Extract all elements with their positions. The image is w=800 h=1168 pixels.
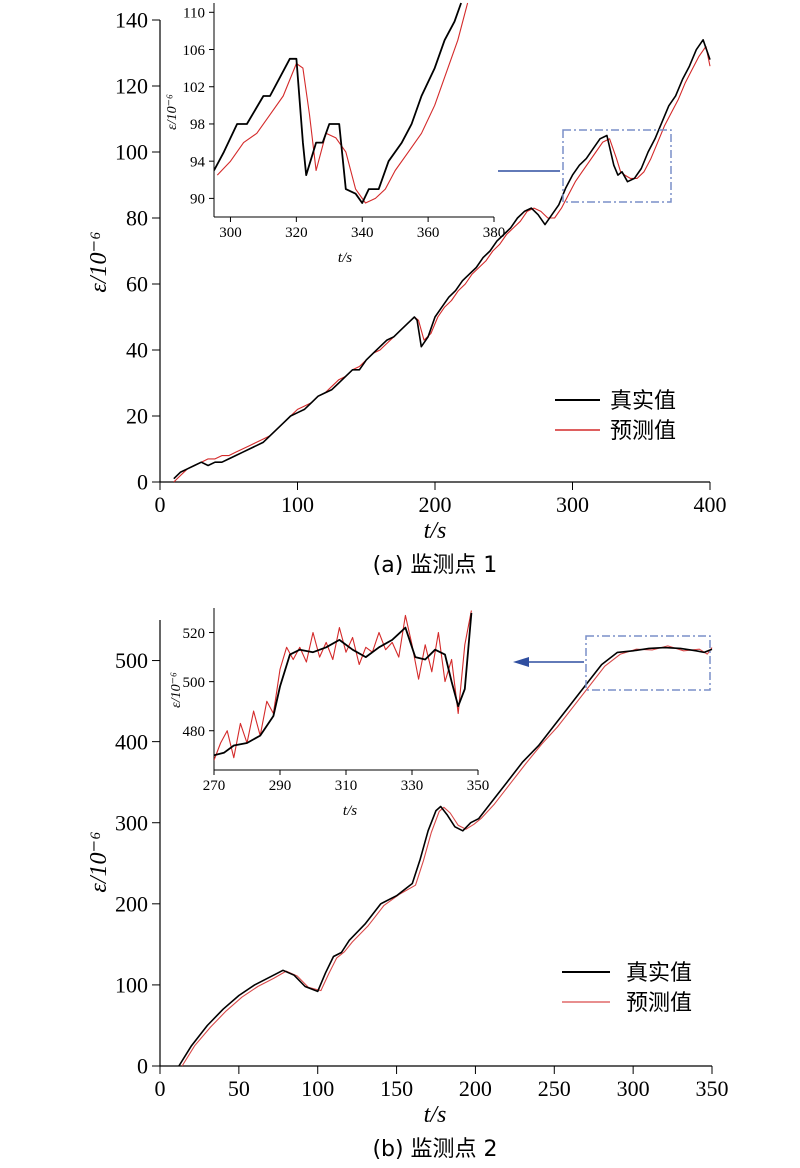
inset-a-x-tick-label: 360	[417, 225, 440, 241]
inset-a-x-tick-label: 380	[483, 225, 506, 241]
y-ticks-b: 0 100 200 300 400 500	[115, 648, 160, 1079]
inset-b-x-tick-label: 290	[269, 778, 292, 794]
inset-y-ticks-a: 90 94 98 102 106 110	[183, 6, 214, 208]
legend-a: 真实值 预测值	[555, 389, 676, 444]
inset-series-a	[214, 2, 469, 204]
main-a-x-tick-label: 300	[556, 492, 589, 517]
main-b-y-tick-label: 200	[115, 892, 148, 917]
main-b-x-tick-label: 0	[155, 1076, 166, 1101]
x-axis-title-a: t/s	[424, 518, 447, 544]
zoom-box-b	[585, 635, 711, 691]
main-a-series-predicted-line	[173, 38, 711, 480]
inset-a-series-predicted-line	[214, 2, 462, 204]
inset-a-y-tick-label: 94	[190, 154, 206, 170]
inset-series-b	[214, 610, 473, 761]
main-a-x-tick-label: 200	[419, 492, 452, 517]
main-axes-b: 0 50 100 150 200 250 300 350 0 100 200 300 400 500	[115, 620, 729, 1101]
main-a-y-tick-label: 60	[126, 272, 148, 297]
x-ticks-b: 0 50 100 150 200 250 300 350	[155, 1066, 729, 1101]
main-b-x-tick-label: 350	[696, 1076, 729, 1101]
main-a-y-tick-label: 20	[126, 404, 148, 429]
inset-a-x-tick-label: 340	[351, 225, 374, 241]
legend-label-pred-b: 预测值	[626, 991, 692, 1016]
inset-b-series-predicted-line	[214, 612, 473, 757]
main-a-y-tick-label: 140	[115, 8, 148, 33]
main-a-x-tick-label: 0	[155, 492, 166, 517]
inset-x-ticks-a: 300 320 340 360 380	[219, 217, 505, 241]
main-b-x-tick-label: 100	[301, 1076, 334, 1101]
zoom-arrow-b	[513, 657, 584, 667]
legend-label-real-b: 真实值	[626, 961, 692, 986]
inset-a-y-tick-label: 110	[183, 6, 205, 22]
main-b-x-tick-label: 50	[228, 1076, 250, 1101]
x-axis-title-b: t/s	[424, 1102, 447, 1128]
inset-b-y-tick-label: 500	[183, 675, 206, 691]
main-a-y-tick-label: 80	[126, 206, 148, 231]
inset-b-y-tick-label: 520	[183, 626, 206, 642]
main-b-y-tick-label: 500	[115, 648, 148, 673]
inset-x-title-b: t/s	[343, 803, 357, 819]
inset-b-y-tick-label: 480	[183, 724, 206, 740]
legend-label-real-a: 真实值	[610, 389, 676, 414]
y-axis-title-b: ε/10⁻⁶	[86, 831, 112, 892]
inset-y-title-a: ε/10⁻⁶	[165, 94, 180, 130]
inset-x-title-a: t/s	[338, 250, 352, 266]
main-b-y-tick-label: 300	[115, 810, 148, 835]
chart-panel-b: 0 50 100 150 200 250 300 350 0 100 200 300 400 500 ε…	[86, 604, 729, 1162]
legend-b: 真实值 预测值	[562, 961, 692, 1016]
inset-b-x-tick-label: 270	[203, 778, 226, 794]
zoom-box-a	[562, 129, 672, 203]
series-layer-b	[178, 645, 713, 1067]
inset-a-y-tick-label: 98	[190, 117, 205, 133]
main-a-y-tick-label: 120	[115, 74, 148, 99]
inset-b-x-tick-label: 310	[335, 778, 358, 794]
main-axes-a: 0 100 200 300 400 0 20 40 60 80 100 120 140	[115, 8, 727, 517]
main-a-x-tick-label: 400	[694, 492, 727, 517]
inset-a: 300 320 340 360 380 90 94 98 102 106 110 ε/10⁻⁶ t…	[165, 2, 505, 266]
series-layer-a	[173, 38, 711, 483]
inset-a-y-tick-label: 90	[190, 192, 205, 208]
legend-label-pred-a: 预测值	[610, 419, 676, 444]
main-b-y-tick-label: 0	[137, 1054, 148, 1079]
inset-a-y-tick-label: 106	[183, 43, 206, 59]
caption-b: (b) 监测点 2	[372, 1137, 497, 1162]
main-b-x-tick-label: 150	[380, 1076, 413, 1101]
x-ticks-a: 0 100 200 300 400	[155, 482, 727, 517]
main-b-x-tick-label: 250	[538, 1076, 571, 1101]
main-b-y-tick-label: 100	[115, 973, 148, 998]
main-b-y-tick-label: 400	[115, 729, 148, 754]
main-a-y-tick-label: 100	[115, 140, 148, 165]
y-ticks-a: 0 20 40 60 80 100 120 140	[115, 8, 160, 495]
inset-x-ticks-b: 270 290 310 330 350	[203, 770, 490, 794]
main-b-series-predicted-line	[178, 646, 713, 1067]
inset-a-x-tick-label: 300	[219, 225, 242, 241]
main-a-y-tick-label: 40	[126, 338, 148, 363]
inset-b-x-tick-label: 330	[401, 778, 424, 794]
main-a-x-tick-label: 100	[281, 492, 314, 517]
inset-b-x-tick-label: 350	[467, 778, 490, 794]
main-a-y-tick-label: 0	[137, 470, 148, 495]
inset-a-x-tick-label: 320	[285, 225, 308, 241]
inset-b-series-real-line	[214, 610, 472, 761]
y-axis-title-a: ε/10⁻⁶	[86, 231, 112, 292]
inset-y-title-b: ε/10⁻⁶	[169, 672, 184, 708]
inset-b: 270 290 310 330 350 480 500 520 ε/10⁻⁶ t/s	[169, 604, 496, 819]
caption-a: (a) 监测点 1	[373, 553, 498, 578]
inset-y-ticks-b: 480 500 520	[183, 626, 214, 740]
main-b-x-tick-label: 300	[617, 1076, 650, 1101]
inset-a-y-tick-label: 102	[183, 80, 206, 96]
main-b-x-tick-label: 200	[459, 1076, 492, 1101]
